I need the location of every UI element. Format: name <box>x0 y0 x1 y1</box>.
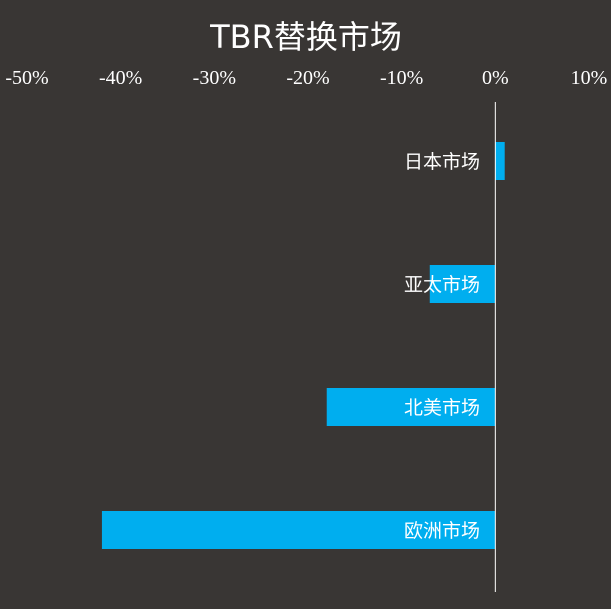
x-tick-label: 10% <box>571 67 608 89</box>
bar <box>429 265 496 303</box>
x-axis-tick-labels: -50% -40% -30% -20% -10% 0% 10% <box>5 67 607 89</box>
x-tick-label: -30% <box>193 67 236 89</box>
x-tick-label: -10% <box>380 67 423 89</box>
x-tick-label: -40% <box>99 67 142 89</box>
x-tick-label: 0% <box>482 67 509 89</box>
x-tick-label: -50% <box>5 67 48 89</box>
chart-title: TBR替换市场 <box>209 18 402 56</box>
category-label: 亚太市场 <box>404 274 480 296</box>
category-label: 欧洲市场 <box>404 520 480 542</box>
x-tick-label: -20% <box>286 67 329 89</box>
category-label: 北美市场 <box>404 397 480 419</box>
bar-series <box>101 142 505 549</box>
bar <box>495 142 505 180</box>
bar <box>101 511 496 549</box>
category-label: 日本市场 <box>404 151 480 173</box>
bar <box>326 388 496 426</box>
